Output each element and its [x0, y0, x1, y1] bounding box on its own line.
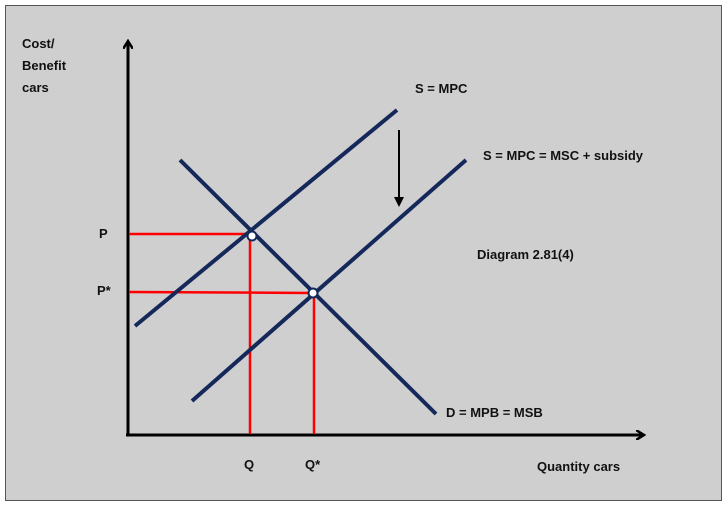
quantity-q-star-label: Q*	[305, 457, 321, 472]
supply-curve-mpc	[133, 108, 399, 328]
supply-curve-subsidy	[190, 158, 468, 403]
y-axis-label-line2: Benefit	[22, 58, 67, 73]
supply-mpc-label: S = MPC	[415, 81, 468, 96]
diagram-frame	[5, 5, 722, 501]
demand-label: D = MPB = MSB	[446, 405, 543, 420]
p-star-guide-line	[128, 290, 314, 295]
price-p-label: P	[99, 226, 108, 241]
quantity-q-label: Q	[244, 457, 255, 472]
equilibrium-point-original	[246, 230, 258, 242]
y-axis-label-line1: Cost/	[22, 36, 55, 51]
y-axis-label-line3: cars	[22, 80, 49, 95]
price-p-star-label: P*	[97, 283, 111, 298]
equilibrium-point-subsidy	[307, 287, 319, 299]
x-axis-label: Quantity cars	[537, 459, 621, 474]
demand-curve	[178, 158, 438, 416]
supply-subsidy-label: S = MPC = MSC + subsidy	[483, 148, 644, 163]
diagram-title: Diagram 2.81(4)	[477, 247, 574, 262]
